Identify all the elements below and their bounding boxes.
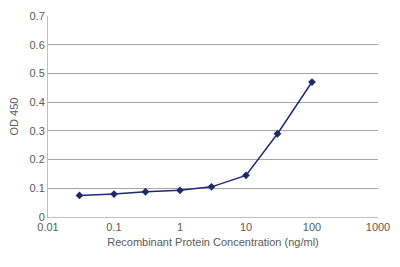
- svg-text:0.3: 0.3: [30, 125, 45, 137]
- svg-text:0.2: 0.2: [30, 153, 45, 165]
- svg-text:1: 1: [177, 221, 183, 233]
- svg-text:0.6: 0.6: [30, 39, 45, 51]
- svg-text:0.7: 0.7: [30, 10, 45, 22]
- svg-text:0.5: 0.5: [30, 67, 45, 79]
- svg-text:10: 10: [240, 221, 252, 233]
- svg-text:0.01: 0.01: [37, 221, 58, 233]
- svg-text:0: 0: [39, 211, 45, 223]
- svg-text:Recombinant Protein Concentrat: Recombinant Protein Concentration (ng/ml…: [107, 236, 319, 248]
- svg-text:1000: 1000: [366, 221, 390, 233]
- svg-text:100: 100: [303, 221, 321, 233]
- svg-text:0.1: 0.1: [106, 221, 121, 233]
- svg-text:OD 450: OD 450: [8, 98, 20, 136]
- svg-text:0.4: 0.4: [30, 96, 45, 108]
- svg-text:0.1: 0.1: [30, 182, 45, 194]
